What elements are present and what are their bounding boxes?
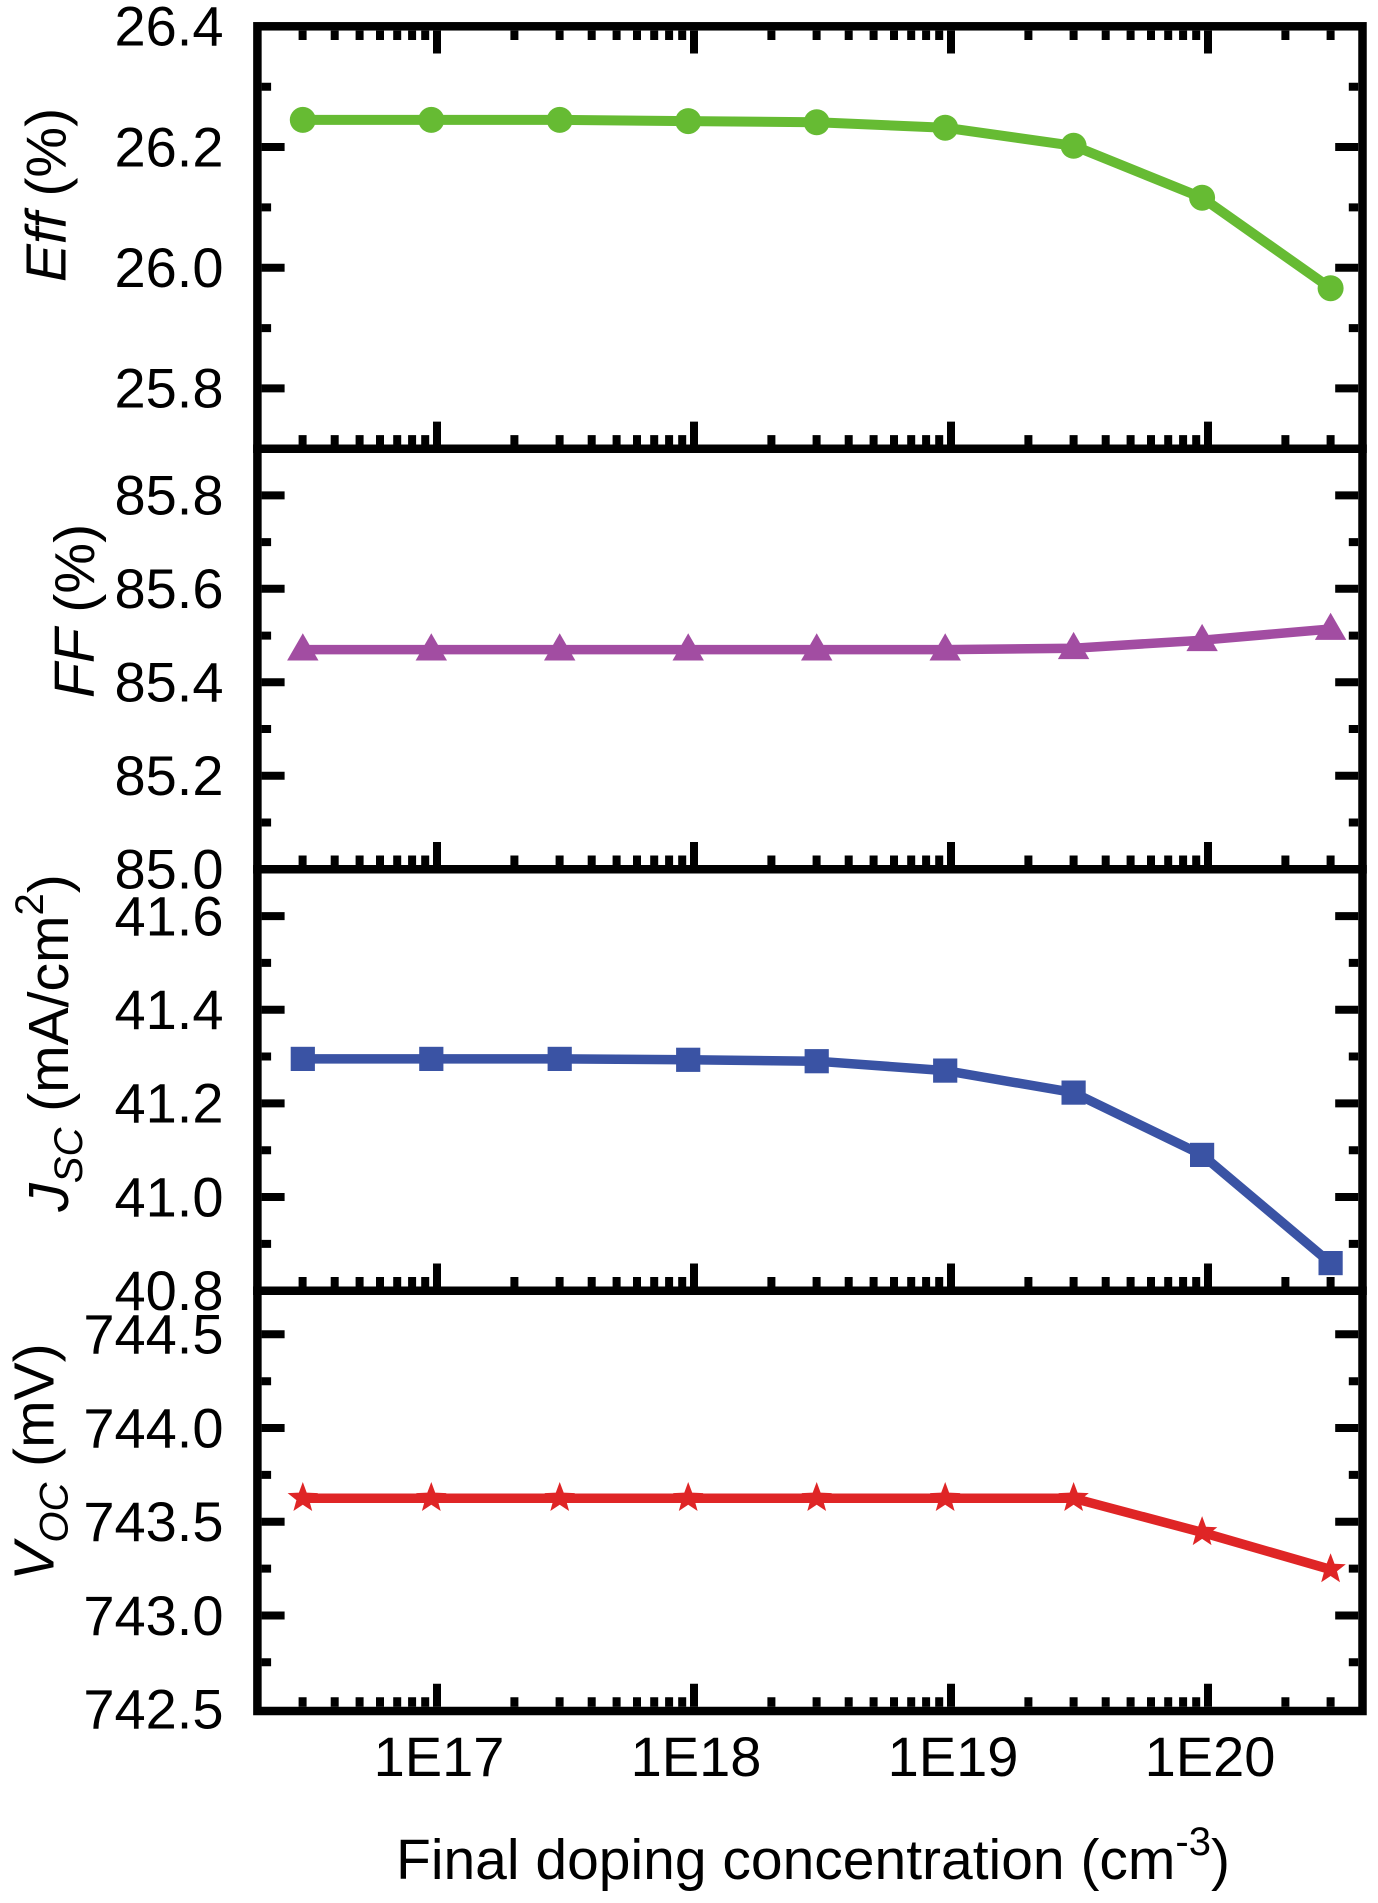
svg-text:744.5: 744.5 (83, 1303, 223, 1366)
svg-text:1E17: 1E17 (374, 1725, 505, 1788)
svg-text:26.0: 26.0 (115, 236, 224, 299)
svg-text:85.2: 85.2 (115, 744, 224, 807)
svg-text:743.0: 743.0 (83, 1584, 223, 1647)
svg-text:1E19: 1E19 (888, 1725, 1019, 1788)
svg-text:25.8: 25.8 (115, 357, 224, 420)
svg-text:85.6: 85.6 (115, 557, 224, 620)
svg-text:744.0: 744.0 (83, 1396, 223, 1459)
svg-text:85.4: 85.4 (115, 651, 224, 714)
svg-text:85.0: 85.0 (115, 838, 224, 901)
svg-text:85.8: 85.8 (115, 464, 224, 527)
svg-text:26.2: 26.2 (115, 115, 224, 178)
svg-text:41.4: 41.4 (115, 978, 224, 1041)
svg-text:JSC (mA/cm2): JSC (mA/cm2) (8, 874, 91, 1212)
svg-text:40.8: 40.8 (115, 1259, 224, 1322)
svg-text:Eff (%): Eff (%) (15, 108, 79, 282)
svg-text:Final doping concentration (cm: Final doping concentration (cm-3) (396, 1820, 1230, 1892)
svg-text:41.0: 41.0 (115, 1165, 224, 1228)
svg-text:1E20: 1E20 (1145, 1725, 1276, 1788)
svg-text:41.2: 41.2 (115, 1072, 224, 1135)
svg-text:742.5: 742.5 (83, 1678, 223, 1741)
svg-text:26.4: 26.4 (115, 0, 224, 58)
svg-text:VOC (mV): VOC (mV) (2, 1343, 76, 1580)
svg-text:41.6: 41.6 (115, 884, 224, 947)
svg-text:FF (%): FF (%) (43, 524, 107, 698)
svg-text:1E18: 1E18 (631, 1725, 762, 1788)
svg-text:743.5: 743.5 (83, 1490, 223, 1553)
